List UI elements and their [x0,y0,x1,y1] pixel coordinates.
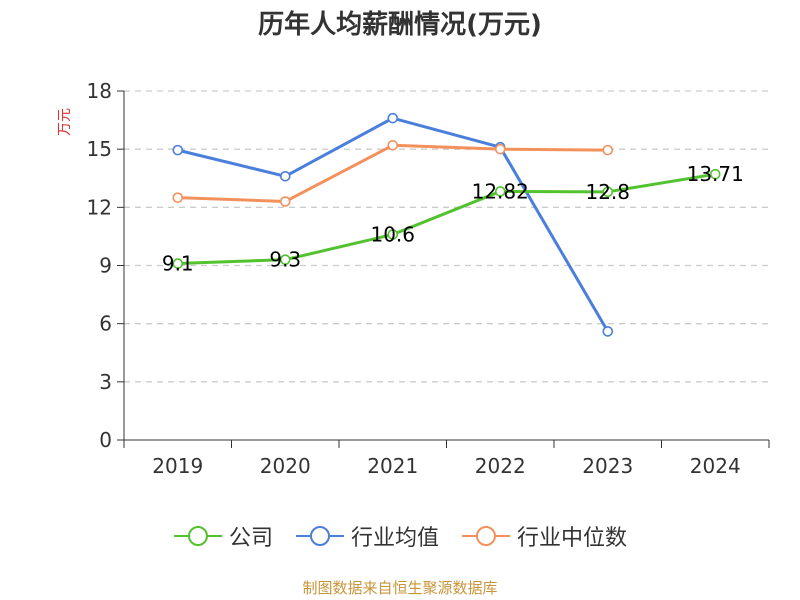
data-label: 9.1 [162,252,194,276]
legend-swatch-icon [462,526,510,546]
data-point [172,192,184,203]
y-tick-label: 15 [87,137,112,161]
data-point [279,254,291,265]
data-point [387,112,399,124]
legend-item[interactable]: 行业均值 [295,520,439,552]
x-tick-label: 2019 [152,454,203,478]
data-label: 12.8 [585,180,630,204]
data-point [494,186,506,197]
y-tick-label: 9 [99,254,112,278]
y-tick-label: 3 [99,370,112,394]
y-tick-label: 18 [87,79,112,103]
x-tick-label: 2021 [367,454,418,478]
data-label: 9.3 [269,248,301,272]
series-line-0 [177,172,716,266]
x-tick-label: 2022 [475,454,526,478]
data-point [387,139,399,151]
y-tick-label: 0 [99,428,112,452]
legend-item[interactable]: 公司 [173,520,273,552]
legend-swatch-icon [173,526,222,546]
chart-title: 历年人均薪酬情况(万元) [258,10,542,40]
legend-swatch-marker [309,526,330,546]
x-tick-label: 2024 [690,454,741,478]
x-tick-label: 2020 [260,454,311,478]
legend-label: 行业中位数 [517,526,628,551]
legend-label: 公司 [228,526,273,551]
data-point [279,171,291,182]
data-label: 13.71 [687,162,744,186]
grid-layer [124,90,769,383]
source-note: 制图数据来自恒生聚源数据库 [302,579,498,597]
y-tick-label: 12 [87,195,112,219]
axis-layer: 0 3 6 9 12 15 18 2019 2020 2021 2022 2023 2024 [87,79,770,478]
data-point [279,196,291,207]
data-label: 12.82 [472,179,529,203]
legend-item[interactable]: 行业中位数 [461,520,627,552]
label-layer: 9.1 9.3 10.6 12.82 12.8 13.71 [162,162,744,275]
y-tick-label: 6 [99,312,112,336]
data-point [387,229,399,240]
legend-swatch-icon [295,526,344,546]
data-point [172,144,184,156]
data-label: 10.6 [370,222,415,246]
x-tick-label: 2023 [582,454,633,478]
legend-label: 行业均值 [350,526,439,551]
legend-swatch-marker [187,526,208,546]
data-point [172,258,184,269]
legend: 公司 行业均值 行业中位数 [0,520,800,552]
data-point [709,168,721,180]
series-layer [172,112,721,337]
data-point [602,186,614,198]
data-point [494,143,506,155]
y-axis-label: 万元 [57,108,73,136]
legend-swatch-marker [476,526,496,546]
data-point [602,144,614,156]
data-point [602,326,614,337]
